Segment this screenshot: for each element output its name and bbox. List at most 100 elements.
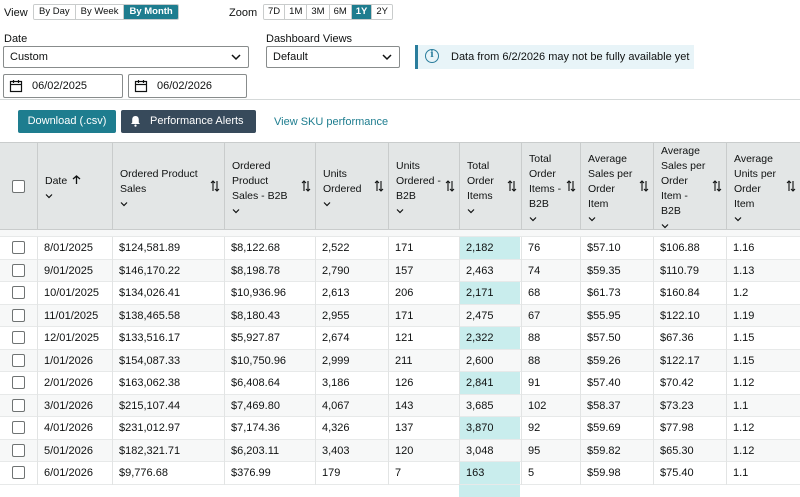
column-header-date[interactable]: Date [37,143,112,230]
table-row[interactable]: 1/01/2026 $154,087.33 $10,750.96 2,999 211 2,… [0,349,800,373]
column-divider [521,439,522,463]
row-checkbox[interactable] [12,308,25,322]
column-divider [459,259,460,283]
cell-ordered-product-sales-b2b: $10,936.96 [231,287,287,299]
zoom-label: Zoom [229,7,258,19]
table-row[interactable]: 10/01/2025 $134,026.41 $10,936.96 2,613 206 2… [0,282,800,305]
cell-avg-units-per-order-item: 1.1 [733,399,749,412]
chevron-down-icon[interactable] [661,223,669,229]
performance-alerts-button[interactable]: Performance Alerts [121,110,256,133]
column-divider [224,417,225,440]
column-divider [224,282,225,305]
chevron-down-icon[interactable] [396,208,404,214]
cell-avg-sales-per-order-item-b2b: $65.30 [660,444,694,457]
cell-ordered-product-sales: $138,465.58 [119,309,181,322]
column-divider [459,394,460,418]
cell-units-ordered-b2b: 171 [395,242,414,254]
table-header: Date Ordered Product Sales Ordered Product S… [0,142,800,230]
row-checkbox[interactable] [12,353,25,367]
sort-icon[interactable] [786,180,796,192]
cell-ordered-product-sales: $134,026.41 [119,287,181,299]
column-divider [388,439,389,463]
table-row[interactable]: 11/01/2025 $138,465.58 $8,180.43 2,955 171 2,… [0,304,800,328]
column-header-total-order-items-b2b[interactable]: Total Order Items - B2B [521,143,580,230]
chevron-down-icon[interactable] [323,201,331,207]
sort-icon[interactable] [639,180,649,192]
sort-icon[interactable] [301,180,311,192]
column-divider [315,417,316,440]
chevron-down-icon[interactable] [529,216,537,222]
sort-icon[interactable] [712,180,722,192]
column-divider [580,462,581,485]
row-checkbox[interactable] [12,443,25,457]
column-header-ordered-product-sales-b2b[interactable]: Ordered Product Sales - B2B [224,143,315,230]
table-row[interactable]: 5/01/2026 $182,321.71 $6,203.11 3,403 120 3,0… [0,439,800,463]
column-divider [653,259,654,283]
sort-icon[interactable] [507,180,517,192]
column-divider [388,394,389,418]
row-checkbox[interactable] [12,263,25,277]
view-by-week[interactable]: By Week [75,5,125,19]
sort-icon[interactable] [445,180,455,192]
header-checkbox-cell [0,143,37,230]
zoom-2y[interactable]: 2Y [372,5,393,19]
row-checkbox[interactable] [12,241,25,254]
start-date-input[interactable]: 06/02/2025 [3,74,123,98]
column-header-total-order-items[interactable]: Total Order Items [459,143,521,230]
column-divider [37,349,38,373]
view-sku-performance-link[interactable]: View SKU performance [274,116,389,128]
sort-icon[interactable] [210,180,220,192]
zoom-1m[interactable]: 1M [285,5,308,19]
zoom-1y[interactable]: 1Y [351,5,373,19]
column-header-avg-sales-per-order-item-b2b[interactable]: Average Sales per Order Item - B2B [653,143,726,230]
table-row[interactable]: 2/01/2026 $163,062.38 $6,408.64 3,186 126 2,8… [0,372,800,395]
column-divider [459,304,460,328]
zoom-6m[interactable]: 6M [329,5,352,19]
zoom-7d[interactable]: 7D [264,5,286,19]
column-divider [521,282,522,305]
row-checkbox[interactable] [12,331,25,344]
chevron-down-icon[interactable] [588,216,596,222]
column-header-text: Average [661,145,700,157]
cell-units-ordered-b2b: 120 [395,444,414,457]
table-row[interactable]: 3/01/2026 $215,107.44 $7,469.80 4,067 143 3,6… [0,394,800,418]
row-checkbox[interactable] [12,421,25,434]
cell-total-order-items-b2b: 91 [528,377,541,389]
column-header-avg-sales-per-order-item[interactable]: Average Sales per Order Item [580,143,653,230]
column-divider [580,417,581,440]
end-date-input[interactable]: 06/02/2026 [128,74,247,98]
chevron-down-icon[interactable] [232,208,240,214]
table-row[interactable]: 12/01/2025 $133,516.17 $5,927.87 2,674 121 2,… [0,327,800,350]
dashboard-views-select[interactable]: Default [266,46,400,68]
row-checkbox[interactable] [12,398,25,412]
column-header-units-ordered[interactable]: Units Ordered [315,143,388,230]
column-divider [112,394,113,418]
chevron-down-icon[interactable] [120,201,128,207]
sort-icon[interactable] [566,180,576,192]
table-row-partial [0,230,800,237]
chevron-down-icon[interactable] [734,216,742,222]
column-divider [37,282,38,305]
download-csv-button[interactable]: Download (.csv) [18,110,116,133]
column-header-units-ordered-b2b[interactable]: Units Ordered - B2B [388,143,459,230]
column-divider [726,282,727,305]
chevron-down-icon[interactable] [45,193,53,199]
column-divider [315,462,316,485]
zoom-3m[interactable]: 3M [307,5,330,19]
view-by-day[interactable]: By Day [34,5,76,19]
column-header-avg-units-per-order-item[interactable]: Average Units per Order Item [726,143,800,230]
row-checkbox[interactable] [12,286,25,299]
sort-icon[interactable] [374,180,384,192]
row-checkbox[interactable] [12,466,25,479]
table-row[interactable]: 8/01/2025 $124,581.89 $8,122.68 2,522 171 2,1… [0,237,800,260]
column-header-ordered-product-sales[interactable]: Ordered Product Sales [112,143,224,230]
row-checkbox[interactable] [12,376,25,389]
date-range-select[interactable]: Custom [3,46,249,68]
select-all-checkbox[interactable] [12,180,25,193]
table-row[interactable]: 6/01/2026 $9,776.68 $376.99 179 7 163 5 $59.98 $… [0,462,800,485]
table-row[interactable]: 9/01/2025 $146,170.22 $8,198.78 2,790 157 2,4… [0,259,800,283]
table-row[interactable]: 4/01/2026 $231,012.97 $7,174.36 4,326 137 3,8… [0,417,800,440]
view-by-month[interactable]: By Month [124,5,178,19]
column-header-text: Units per [734,167,777,180]
chevron-down-icon[interactable] [467,208,475,214]
